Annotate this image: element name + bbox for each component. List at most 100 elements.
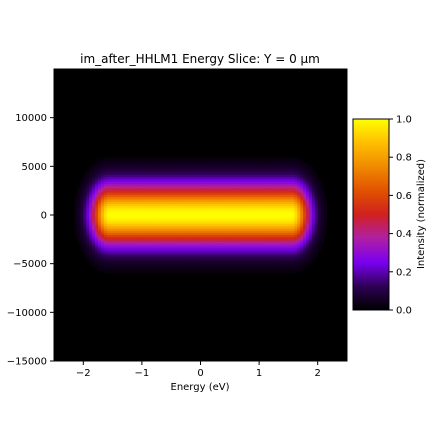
heatmap-cell [106, 163, 111, 167]
heatmap-cell [221, 163, 225, 167]
heatmap-cell [74, 201, 79, 205]
heatmap-cell [223, 159, 228, 163]
heatmap-cell [294, 223, 298, 227]
heatmap-cell [106, 241, 111, 245]
heatmap-cell [273, 217, 278, 221]
heatmap-cell [121, 159, 125, 163]
heatmap-cell [256, 268, 260, 272]
heatmap-cell [215, 237, 219, 241]
heatmap-cell [144, 261, 149, 265]
heatmap-cell [270, 188, 275, 192]
heatmap-cell [97, 259, 102, 263]
heatmap-cell [262, 232, 266, 236]
heatmap-cell [106, 255, 111, 258]
heatmap-cell [182, 172, 187, 176]
heatmap-cell [100, 248, 105, 252]
heatmap-cell [317, 183, 322, 187]
heatmap-cell [118, 192, 122, 196]
heatmap-cell [133, 239, 137, 243]
heatmap-cell [92, 192, 96, 196]
heatmap-cell [171, 201, 175, 205]
heatmap-cell [138, 228, 143, 232]
heatmap-cell [262, 186, 266, 189]
heatmap-cell [259, 206, 263, 209]
heatmap-cell [188, 226, 193, 229]
heatmap-cell [182, 252, 187, 256]
heatmap-cell [241, 183, 246, 187]
heatmap-cell [185, 241, 190, 245]
heatmap-cell [112, 199, 117, 203]
heatmap-cell [177, 199, 181, 203]
heatmap-cell [264, 199, 269, 203]
heatmap-cell [95, 172, 99, 176]
heatmap-cell [77, 186, 81, 189]
heatmap-cell [121, 266, 125, 269]
heatmap-cell [317, 241, 322, 245]
heatmap-cell [317, 239, 322, 243]
heatmap-cell [241, 217, 246, 221]
heatmap-cell [121, 239, 125, 243]
heatmap-cell [238, 192, 243, 196]
heatmap-cell [259, 261, 263, 265]
heatmap-cell [288, 163, 292, 167]
heatmap-cell [232, 235, 237, 238]
heatmap-cell [191, 161, 196, 165]
heatmap-cell [95, 201, 99, 205]
heatmap-cell [159, 261, 164, 265]
heatmap-cell [232, 228, 237, 232]
heatmap-cell [121, 243, 125, 247]
heatmap-cell [311, 201, 316, 205]
heatmap-cell [130, 163, 134, 167]
heatmap-cell [103, 243, 108, 247]
heatmap-cell [264, 208, 269, 212]
heatmap-cell [285, 168, 289, 172]
heatmap-cell [121, 194, 125, 198]
heatmap-cell [115, 197, 120, 201]
heatmap-cell [147, 190, 152, 194]
heatmap-cell [112, 237, 117, 241]
heatmap-cell [182, 159, 187, 163]
heatmap-cell [109, 199, 114, 203]
heatmap-cell [264, 212, 269, 216]
heatmap-cell [121, 172, 125, 176]
heatmap-cell [294, 181, 298, 185]
heatmap-cell [291, 206, 295, 209]
heatmap-cell [77, 212, 81, 216]
heatmap-cell [241, 263, 246, 267]
heatmap-cell [109, 226, 114, 229]
heatmap-cell [136, 261, 140, 265]
heatmap-cell [232, 168, 237, 172]
heatmap-cell [162, 255, 166, 258]
heatmap-cell [103, 217, 108, 221]
heatmap-cell [221, 246, 225, 249]
heatmap-cell [141, 263, 146, 267]
heatmap-cell [109, 163, 114, 167]
heatmap-cell [103, 210, 108, 214]
heatmap-cell [133, 230, 137, 234]
heatmap-cell [177, 243, 181, 247]
heatmap-cell [285, 239, 289, 243]
heatmap-cell [194, 241, 199, 245]
heatmap-cell [100, 268, 105, 272]
heatmap-cell [177, 203, 181, 207]
heatmap-cell [238, 219, 243, 223]
heatmap-cell [177, 181, 181, 185]
heatmap-cell [285, 266, 289, 269]
heatmap-cell [150, 203, 155, 207]
heatmap-cell [221, 226, 225, 229]
heatmap-cell [229, 215, 234, 218]
heatmap-cell [218, 161, 222, 165]
heatmap-cell [285, 206, 289, 209]
heatmap-cell [259, 192, 263, 196]
heatmap-cell [285, 161, 289, 165]
heatmap-cell [147, 250, 152, 254]
heatmap-cell [86, 221, 90, 225]
heatmap-cell [138, 241, 143, 245]
heatmap-cell [147, 177, 152, 180]
heatmap-cell [262, 168, 266, 172]
heatmap-cell [226, 159, 231, 163]
heatmap-cell [288, 266, 292, 269]
heatmap-cell [118, 228, 122, 232]
heatmap-cell [305, 170, 310, 174]
heatmap-cell [133, 232, 137, 236]
